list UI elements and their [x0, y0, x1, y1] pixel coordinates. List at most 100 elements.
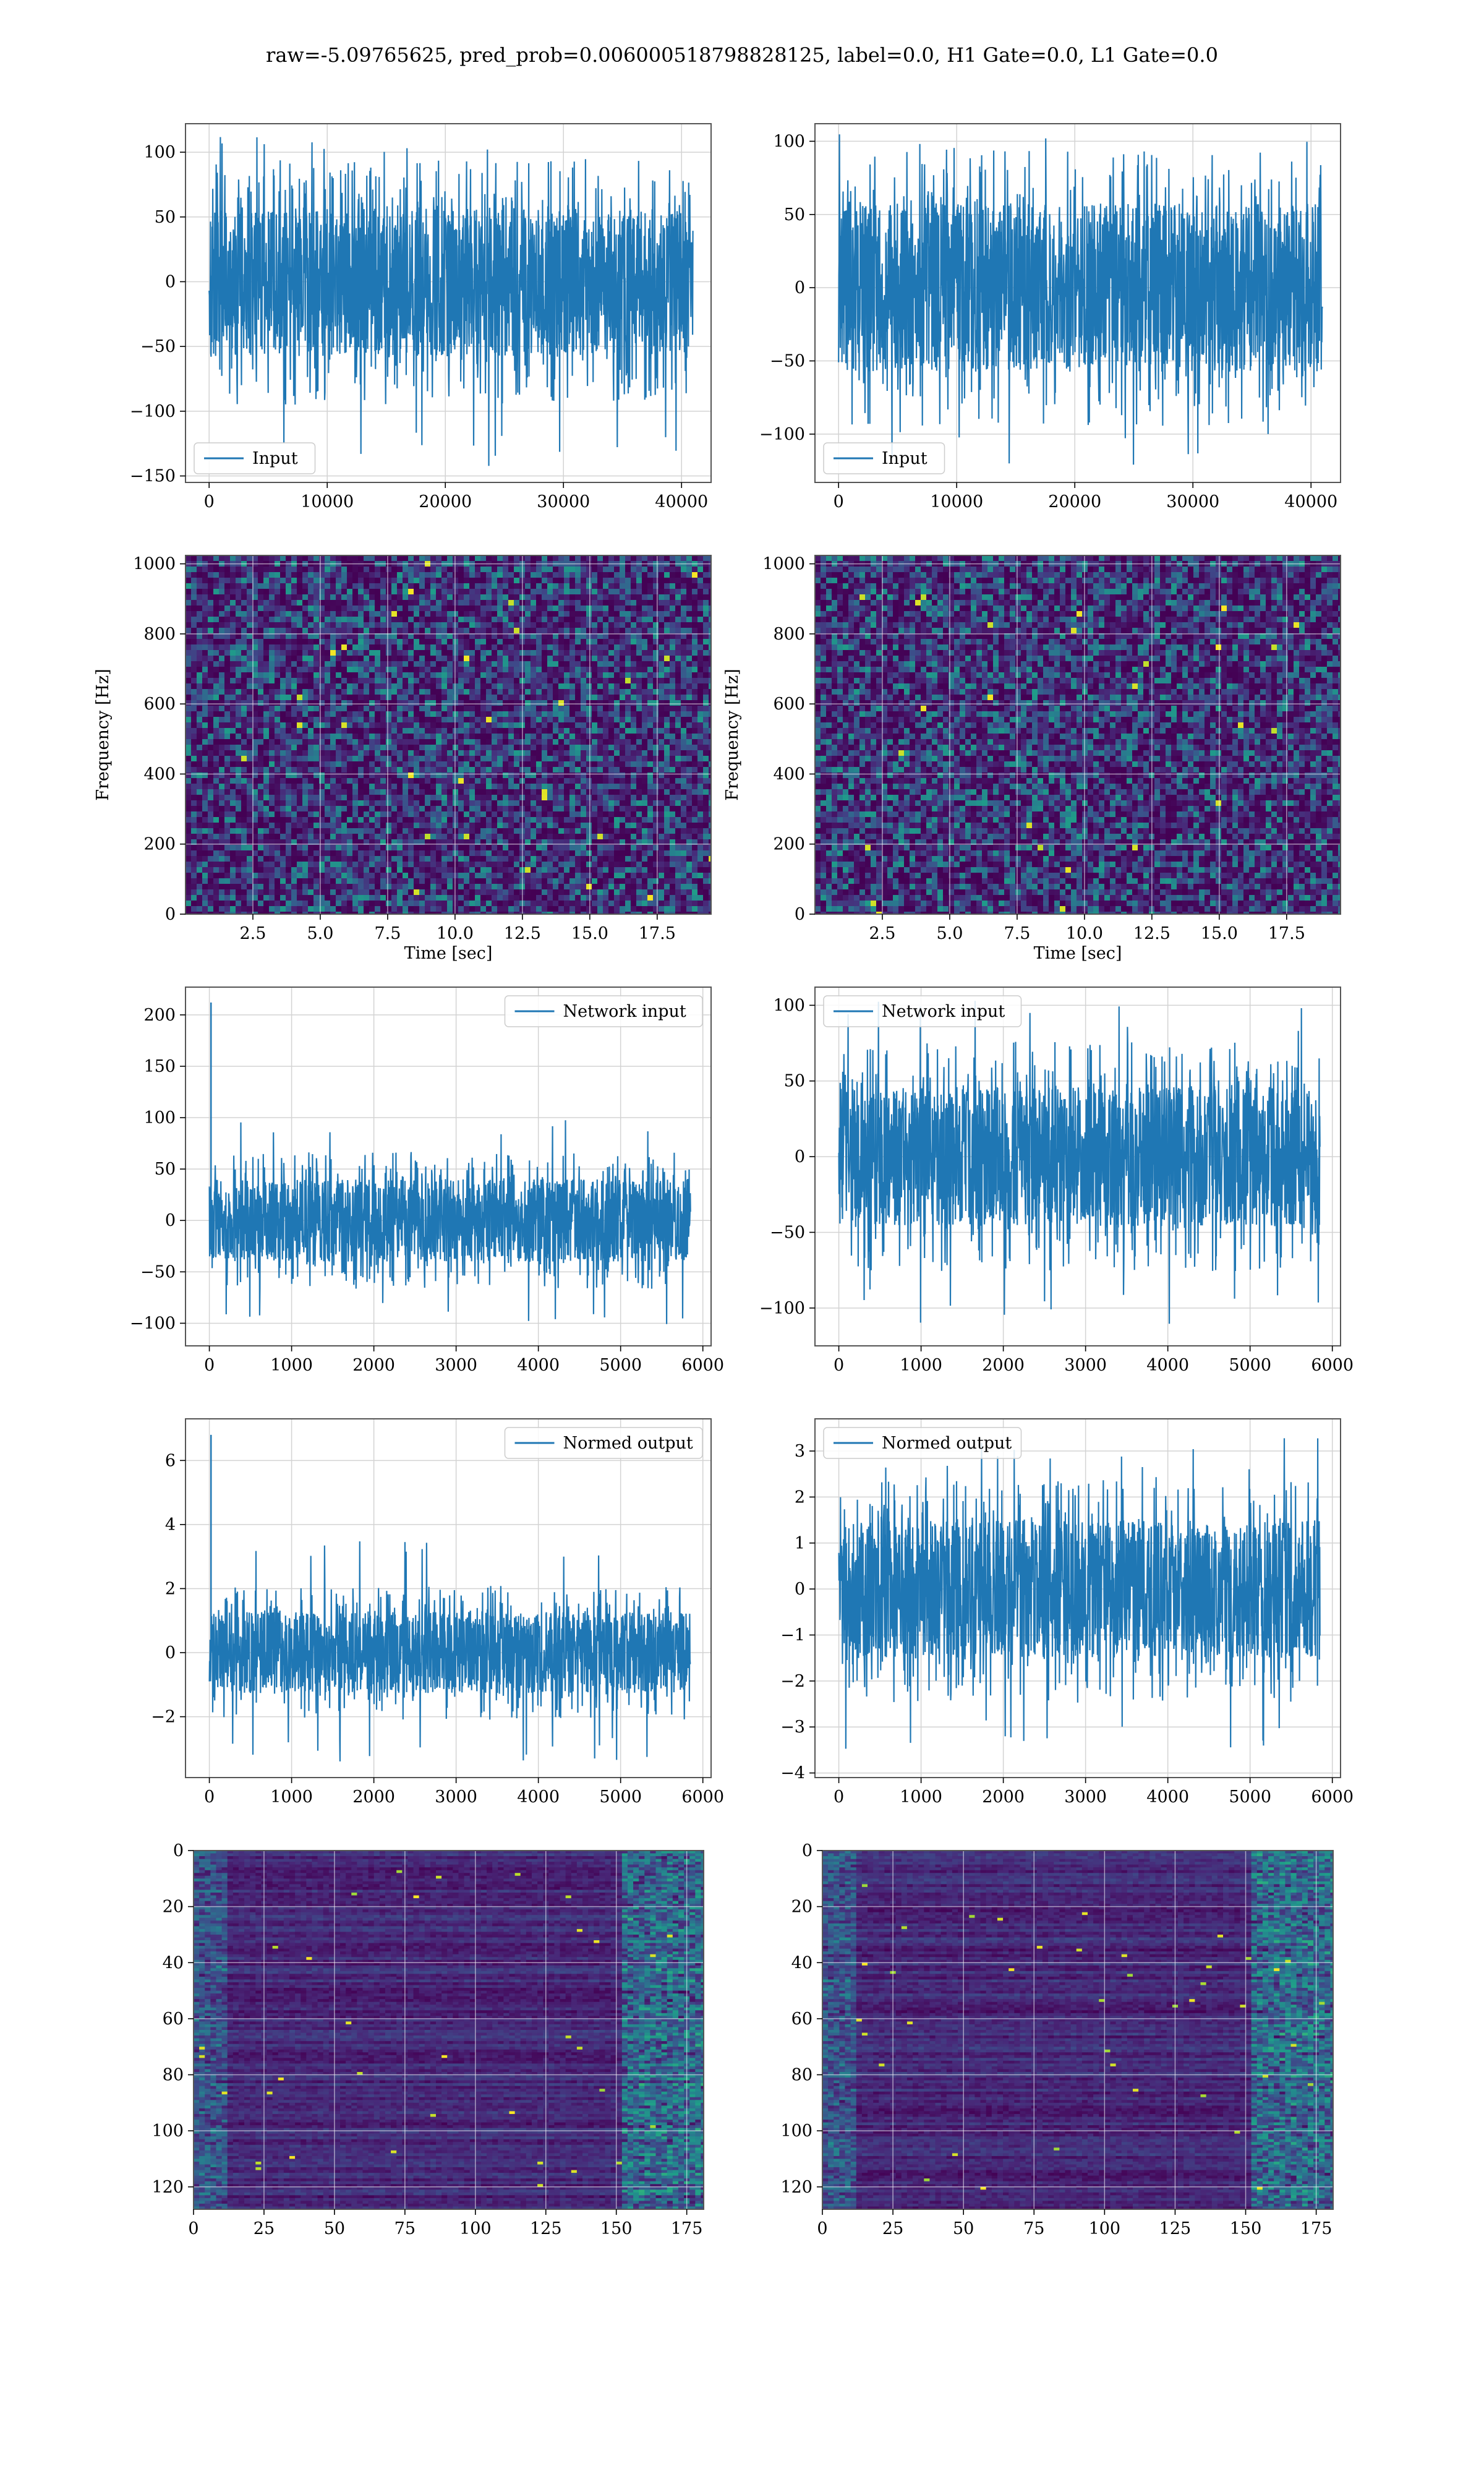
- heatmap-cell: [686, 644, 693, 651]
- heatmap-cell: [386, 661, 392, 667]
- heatmap-cell: [681, 717, 687, 723]
- heatmap-cell: [263, 644, 270, 651]
- heatmap-cell: [236, 667, 242, 673]
- heatmap-cell: [464, 667, 470, 673]
- heatmap-cell: [325, 839, 331, 845]
- heatmap-cell: [503, 839, 509, 845]
- heatmap-cell: [592, 745, 598, 751]
- heatmap-cell: [675, 661, 681, 667]
- heatmap-cell: [330, 678, 336, 684]
- heatmap-cell: [336, 817, 342, 823]
- heatmap-cell: [325, 834, 331, 840]
- heatmap-cell: [302, 567, 309, 573]
- heatmap-cell: [419, 717, 425, 723]
- heatmap-cell: [269, 594, 275, 601]
- y-tick-label: 0: [165, 272, 176, 291]
- heatmap-cell: [430, 828, 437, 834]
- heatmap-cell: [492, 622, 498, 628]
- heatmap-cell: [664, 750, 670, 756]
- heatmap-cell: [525, 639, 531, 645]
- heatmap-cell: [308, 667, 314, 673]
- heatmap-cell: [508, 633, 514, 640]
- heatmap-cell: [263, 761, 270, 768]
- heatmap-cell: [536, 555, 542, 562]
- heatmap-cell: [492, 834, 498, 840]
- heatmap-cell: [569, 661, 576, 667]
- heatmap-cell: [564, 789, 570, 795]
- heatmap-cell: [380, 600, 386, 606]
- heatmap-cell: [391, 717, 398, 723]
- heatmap-cell: [208, 750, 214, 756]
- heatmap-cell: [569, 839, 576, 845]
- heatmap-cell: [325, 734, 331, 740]
- heatmap-cell: [352, 606, 359, 612]
- heatmap-cell: [597, 672, 603, 678]
- heatmap-cell: [659, 834, 665, 840]
- heatmap-cell: [191, 828, 197, 834]
- heatmap-cell: [542, 784, 548, 790]
- heatmap-cell: [453, 672, 459, 678]
- heatmap-cell: [569, 628, 576, 634]
- heatmap-cell: [703, 722, 709, 729]
- heatmap-cell: [191, 750, 197, 756]
- heatmap-cell: [186, 828, 192, 834]
- heatmap-cell: [336, 689, 342, 695]
- heatmap-cell: [508, 823, 514, 829]
- heatmap-cell: [408, 639, 414, 645]
- heatmap-cell: [697, 784, 704, 790]
- heatmap-cell: [675, 644, 681, 651]
- heatmap-cell: [564, 672, 570, 678]
- heatmap-cell: [675, 583, 681, 589]
- heatmap-cell: [647, 578, 654, 584]
- heatmap-cell: [581, 761, 587, 768]
- heatmap-cell: [653, 611, 659, 617]
- heatmap-cell: [558, 739, 565, 745]
- heatmap-cell: [620, 611, 626, 617]
- heatmap-cell: [558, 639, 565, 645]
- heatmap-cell: [703, 695, 709, 701]
- heatmap-cell: [542, 628, 548, 634]
- heatmap-cell: [592, 611, 598, 617]
- heatmap-cell: [386, 706, 392, 712]
- heatmap-cell: [675, 800, 681, 807]
- heatmap-cell: [458, 617, 464, 623]
- heatmap-cell: [697, 828, 704, 834]
- heatmap-cell: [709, 617, 711, 623]
- heatmap-cell: [308, 617, 314, 623]
- heatmap-cell: [447, 672, 453, 678]
- heatmap-cell: [263, 834, 270, 840]
- heatmap-cell: [653, 806, 659, 812]
- heatmap-cell: [414, 773, 420, 779]
- heatmap-cell: [686, 695, 693, 701]
- heatmap-cell: [497, 583, 503, 589]
- heatmap-cell: [453, 617, 459, 623]
- heatmap-cell: [531, 644, 537, 651]
- heatmap-cell: [464, 611, 470, 617]
- heatmap-cell: [403, 611, 409, 617]
- heatmap-cell: [369, 795, 375, 801]
- heatmap-cell: [608, 661, 615, 667]
- heatmap-cell: [475, 600, 481, 606]
- x-tick-label: 30000: [537, 492, 590, 511]
- heatmap-cell: [297, 583, 303, 589]
- heatmap-cell: [336, 750, 342, 756]
- heatmap-cell: [670, 834, 676, 840]
- heatmap-cell: [480, 611, 487, 617]
- heatmap-cell: [458, 728, 464, 734]
- heatmap-cell: [258, 589, 264, 595]
- heatmap-cell: [414, 795, 420, 801]
- heatmap-cell: [436, 800, 442, 807]
- heatmap-cell: [202, 683, 208, 690]
- heatmap-cell: [581, 555, 587, 562]
- heatmap-cell: [508, 583, 514, 589]
- heatmap-cell: [497, 567, 503, 573]
- heatmap-cell: [653, 667, 659, 673]
- heatmap-cell: [608, 555, 615, 562]
- heatmap-cell: [681, 695, 687, 701]
- heatmap-cell: [625, 611, 631, 617]
- heatmap-cell: [447, 644, 453, 651]
- heatmap-cell: [308, 706, 314, 712]
- heatmap-cell: [286, 672, 292, 678]
- heatmap-cell: [236, 678, 242, 684]
- heatmap-cell: [380, 711, 386, 717]
